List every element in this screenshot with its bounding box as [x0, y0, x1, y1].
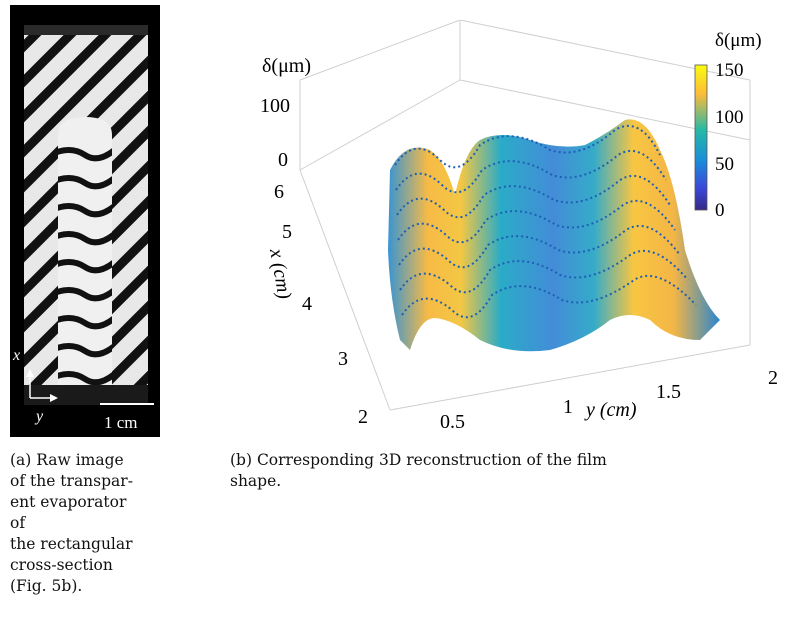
caption-a-line: the rectangular	[10, 535, 133, 553]
y-tick: 2	[768, 367, 778, 389]
z-tick: 0	[278, 149, 288, 171]
axis-y-label: y	[36, 408, 44, 425]
caption-a: (a) Raw image of the transpar- ent evapo…	[10, 450, 170, 597]
colorbar-tick: 0	[715, 200, 725, 221]
stripe-pattern-image	[24, 25, 154, 405]
caption-a-line: cross-section	[10, 556, 113, 574]
data-point-rows	[394, 125, 697, 319]
scale-bar-label: 1 cm	[104, 413, 138, 432]
x-tick: 5	[282, 221, 292, 243]
caption-a-line: of	[10, 514, 26, 532]
x-tick: 4	[302, 293, 312, 315]
y-tick: 1.5	[656, 381, 681, 403]
x-tick: 2	[358, 406, 368, 428]
caption-b-line: shape.	[230, 472, 282, 490]
colorbar-tick: 100	[715, 107, 744, 128]
y-tick: 0.5	[440, 411, 465, 433]
caption-a-line: of the transpar-	[10, 472, 133, 490]
raw-image-photo: x y 1 cm	[10, 5, 160, 437]
caption-a-line: (Fig. 5b).	[10, 577, 83, 595]
colorbar-tick: 150	[715, 60, 744, 81]
x-tick: 6	[274, 181, 284, 203]
axis-x-label: x	[13, 347, 21, 364]
caption-a-line: (a) Raw image	[10, 451, 124, 469]
z-axis-label: δ(μm)	[262, 55, 311, 77]
colorbar-tick: 50	[715, 154, 734, 175]
colorbar	[694, 64, 708, 211]
film-surface	[388, 119, 720, 352]
x-tick: 3	[338, 348, 348, 370]
y-tick: 1	[563, 396, 573, 418]
y-axis-label: y (cm)	[584, 399, 637, 421]
x-axis-label: x (cm)	[265, 246, 296, 301]
caption-b: (b) Corresponding 3D reconstruction of t…	[230, 450, 780, 492]
z-tick: 100	[260, 95, 290, 117]
caption-a-line: ent evaporator	[10, 493, 127, 511]
surface-plot: δ(μm) 100 0 6 5 4 3 2 x (cm) 0.5 1 1.5 2…	[260, 20, 778, 433]
colorbar-label: δ(μm)	[715, 30, 762, 51]
caption-b-line: (b) Corresponding 3D reconstruction of t…	[230, 451, 607, 469]
